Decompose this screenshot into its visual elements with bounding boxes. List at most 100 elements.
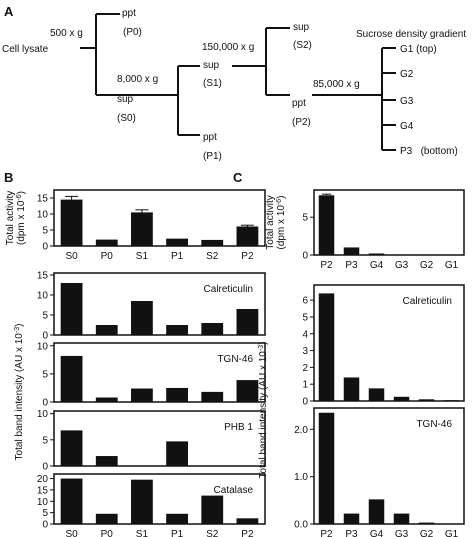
y-tick-label: 5 — [42, 369, 48, 380]
panel-letter-b: B — [4, 170, 13, 185]
y-tick-label: 0 — [42, 242, 48, 253]
p1-ppt-label: ppt — [203, 132, 217, 143]
chart-panel-6: 0 1 2 3 4 5 6 Calreticulin — [302, 284, 465, 408]
g85000-label: 85,000 x g — [313, 79, 360, 90]
y-tick-label: 15 — [37, 194, 49, 205]
bar-s1 — [131, 388, 153, 402]
bar-g1 — [443, 400, 460, 401]
x-tick-label: S0 — [65, 251, 78, 262]
y-tick-label: 15 — [37, 271, 49, 282]
x-tick-label: P2 — [241, 529, 254, 537]
bar-s0 — [60, 283, 83, 335]
c-band-ylabel: Total band intensity (AU x 10-3) — [258, 342, 270, 479]
y-tick-label: 2.0 — [294, 425, 308, 436]
y-tick-label: 0 — [42, 398, 48, 409]
g500-label: 500 x g — [50, 28, 83, 39]
y-tick-label: 15 — [37, 485, 49, 496]
p2-label: (P2) — [292, 117, 311, 128]
x-tick-label: P3 — [345, 529, 358, 537]
g1-label: G1 (top) — [400, 44, 437, 55]
bar-p2 — [318, 412, 335, 524]
chart-panel-7: 0.0 1.0 2.0 P2 P3 G4 G3 G2 G1 TGN-46 — [294, 407, 465, 537]
bar-g3 — [393, 513, 410, 524]
bar-g2 — [418, 522, 435, 524]
chart-frame — [53, 189, 266, 247]
b-band-ylabel: Total band intensity (AU x 10-3) — [14, 324, 26, 461]
bar-p3 — [343, 247, 360, 255]
x-tick-label: P3 — [345, 260, 358, 271]
y-axis-unit: (dpm x 10-6) — [276, 195, 288, 249]
p3-label: P3 (bottom) — [400, 146, 458, 157]
y-tick-label: 5 — [42, 226, 48, 237]
y-tick-label: 10 — [37, 497, 49, 508]
chart-frame — [313, 189, 465, 256]
y-tick-label: 2 — [302, 363, 308, 374]
bar-g4 — [368, 499, 385, 524]
y-tick-label: 0 — [42, 520, 48, 531]
x-tick-label: P1 — [171, 529, 184, 537]
bar-p1 — [166, 325, 188, 335]
y-tick-label: 0 — [42, 331, 48, 342]
y-tick-label: 0 — [42, 462, 48, 473]
bar-p2 — [236, 380, 259, 402]
y-tick-label: 5 — [302, 312, 308, 323]
bar-p0 — [95, 456, 118, 466]
x-tick-label: G3 — [395, 260, 409, 271]
y-tick-label: 10 — [37, 409, 49, 420]
panel-letter-c: C — [233, 170, 243, 185]
y-tick-label: 20 — [37, 474, 49, 485]
chart-frame — [53, 410, 266, 467]
s2-label: (S2) — [293, 40, 312, 51]
bar-p2 — [318, 195, 335, 255]
x-tick-label: G3 — [395, 529, 409, 537]
bar-p1 — [166, 441, 188, 466]
bar-s0 — [60, 430, 83, 466]
bar-p2 — [318, 293, 335, 401]
bar-p0 — [95, 397, 118, 402]
y-tick-label: 3 — [302, 346, 308, 357]
chart-inset-label: TGN-46 — [416, 419, 452, 430]
p0-label: (P0) — [123, 27, 142, 38]
bar-p1 — [166, 513, 188, 524]
y-tick-label: 10 — [37, 291, 49, 302]
chart-panel-3: 0 5 10 PHB 1 — [37, 409, 266, 473]
bar-s0 — [60, 199, 83, 246]
g8000-label: 8,000 x g — [117, 74, 158, 85]
g3-label: G3 — [400, 96, 414, 107]
bar-s2 — [201, 391, 224, 402]
bar-s2 — [201, 239, 224, 246]
panel-letter-a: A — [4, 4, 14, 19]
y-tick-label: 5 — [302, 213, 308, 224]
chart-panel-5: 0 5 P2 P3 G4 G3 G2 G1 Total activity (dpm x 10-6) — [265, 189, 465, 271]
bar-p1 — [166, 238, 188, 246]
bar-p2 — [236, 309, 259, 335]
bar-g4 — [368, 253, 385, 255]
flowchart: Cell lysate 500 x g ppt (P0) 8,000 x g s… — [2, 8, 466, 162]
bar-s2 — [201, 495, 224, 524]
s2-sup-label: sup — [293, 22, 310, 33]
x-tick-label: P2 — [320, 529, 333, 537]
y-tick-label: 4 — [302, 329, 308, 340]
y-axis-unit: (dpm x 10-6) — [16, 191, 28, 245]
bar-p2 — [236, 518, 259, 524]
x-tick-label: S2 — [206, 251, 219, 262]
y-tick-label: 6 — [302, 296, 308, 307]
bar-p0 — [95, 239, 118, 246]
bar-p1 — [166, 387, 188, 402]
chart-frame — [313, 284, 465, 402]
x-tick-label: S1 — [136, 529, 149, 537]
chart-inset-label: TGN-46 — [217, 354, 253, 365]
y-tick-label: 10 — [37, 341, 49, 352]
y-tick-label: 1 — [302, 380, 308, 391]
g2-label: G2 — [400, 69, 414, 80]
chart-inset-label: Catalase — [214, 485, 254, 496]
cell-lysate-label: Cell lysate — [2, 44, 49, 55]
x-tick-label: P0 — [101, 529, 114, 537]
y-tick-label: 0.0 — [294, 520, 308, 531]
bar-s1 — [131, 301, 153, 335]
g150000-label: 150,000 x g — [202, 42, 254, 53]
gradient-title: Sucrose density gradient — [356, 29, 466, 40]
y-tick-label: 5 — [42, 508, 48, 519]
